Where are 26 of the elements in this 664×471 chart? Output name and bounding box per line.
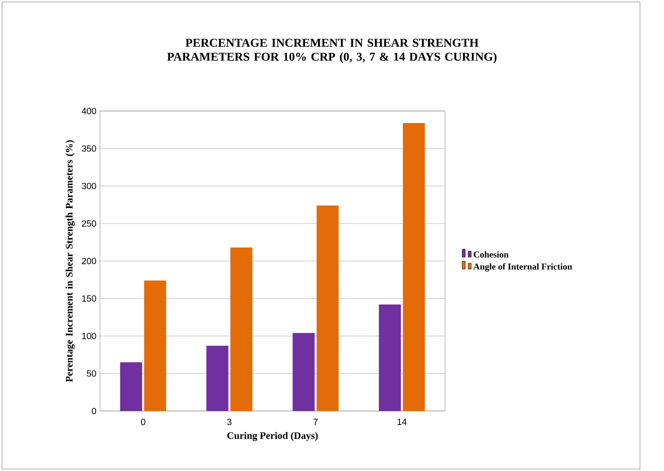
x-tick-label: 14 [398,418,407,425]
y-tick-label: 100 [82,332,96,340]
chart-title: PERCENTAGE INCREMENT IN SHEAR STRENGTH PARAMETERS FOR 10% CRP (0, 3, 7 & 14 DAYS CURING) [167,38,496,64]
legend-label: Angle of Internal Friction [473,263,572,272]
y-tick-label: 150 [82,295,96,302]
y-tick-label: 350 [82,145,96,152]
x-tick-label: 3 [227,418,232,426]
bar [292,333,315,411]
bar [120,362,142,411]
y-tick-label: 0 [92,408,96,414]
x-axis-title: Curing Period (Days) [227,432,318,442]
bar [144,280,166,411]
legend-label: Cohesion [474,251,509,258]
bar [316,206,339,411]
y-axis-title: Perentage Increment in Shear Strength Parameters (%) [66,140,75,382]
bar [402,123,425,411]
y-tick-label: 250 [82,220,96,227]
x-tick-label: 7 [314,418,318,425]
y-tick-label: 300 [82,182,96,190]
bar [378,304,401,411]
x-tick-label: 0 [140,418,146,426]
bar [206,346,228,411]
y-tick-label: 50 [86,370,96,377]
y-tick-label: 400 [82,108,96,114]
bar [230,248,252,411]
y-tick-label: 200 [82,258,96,264]
